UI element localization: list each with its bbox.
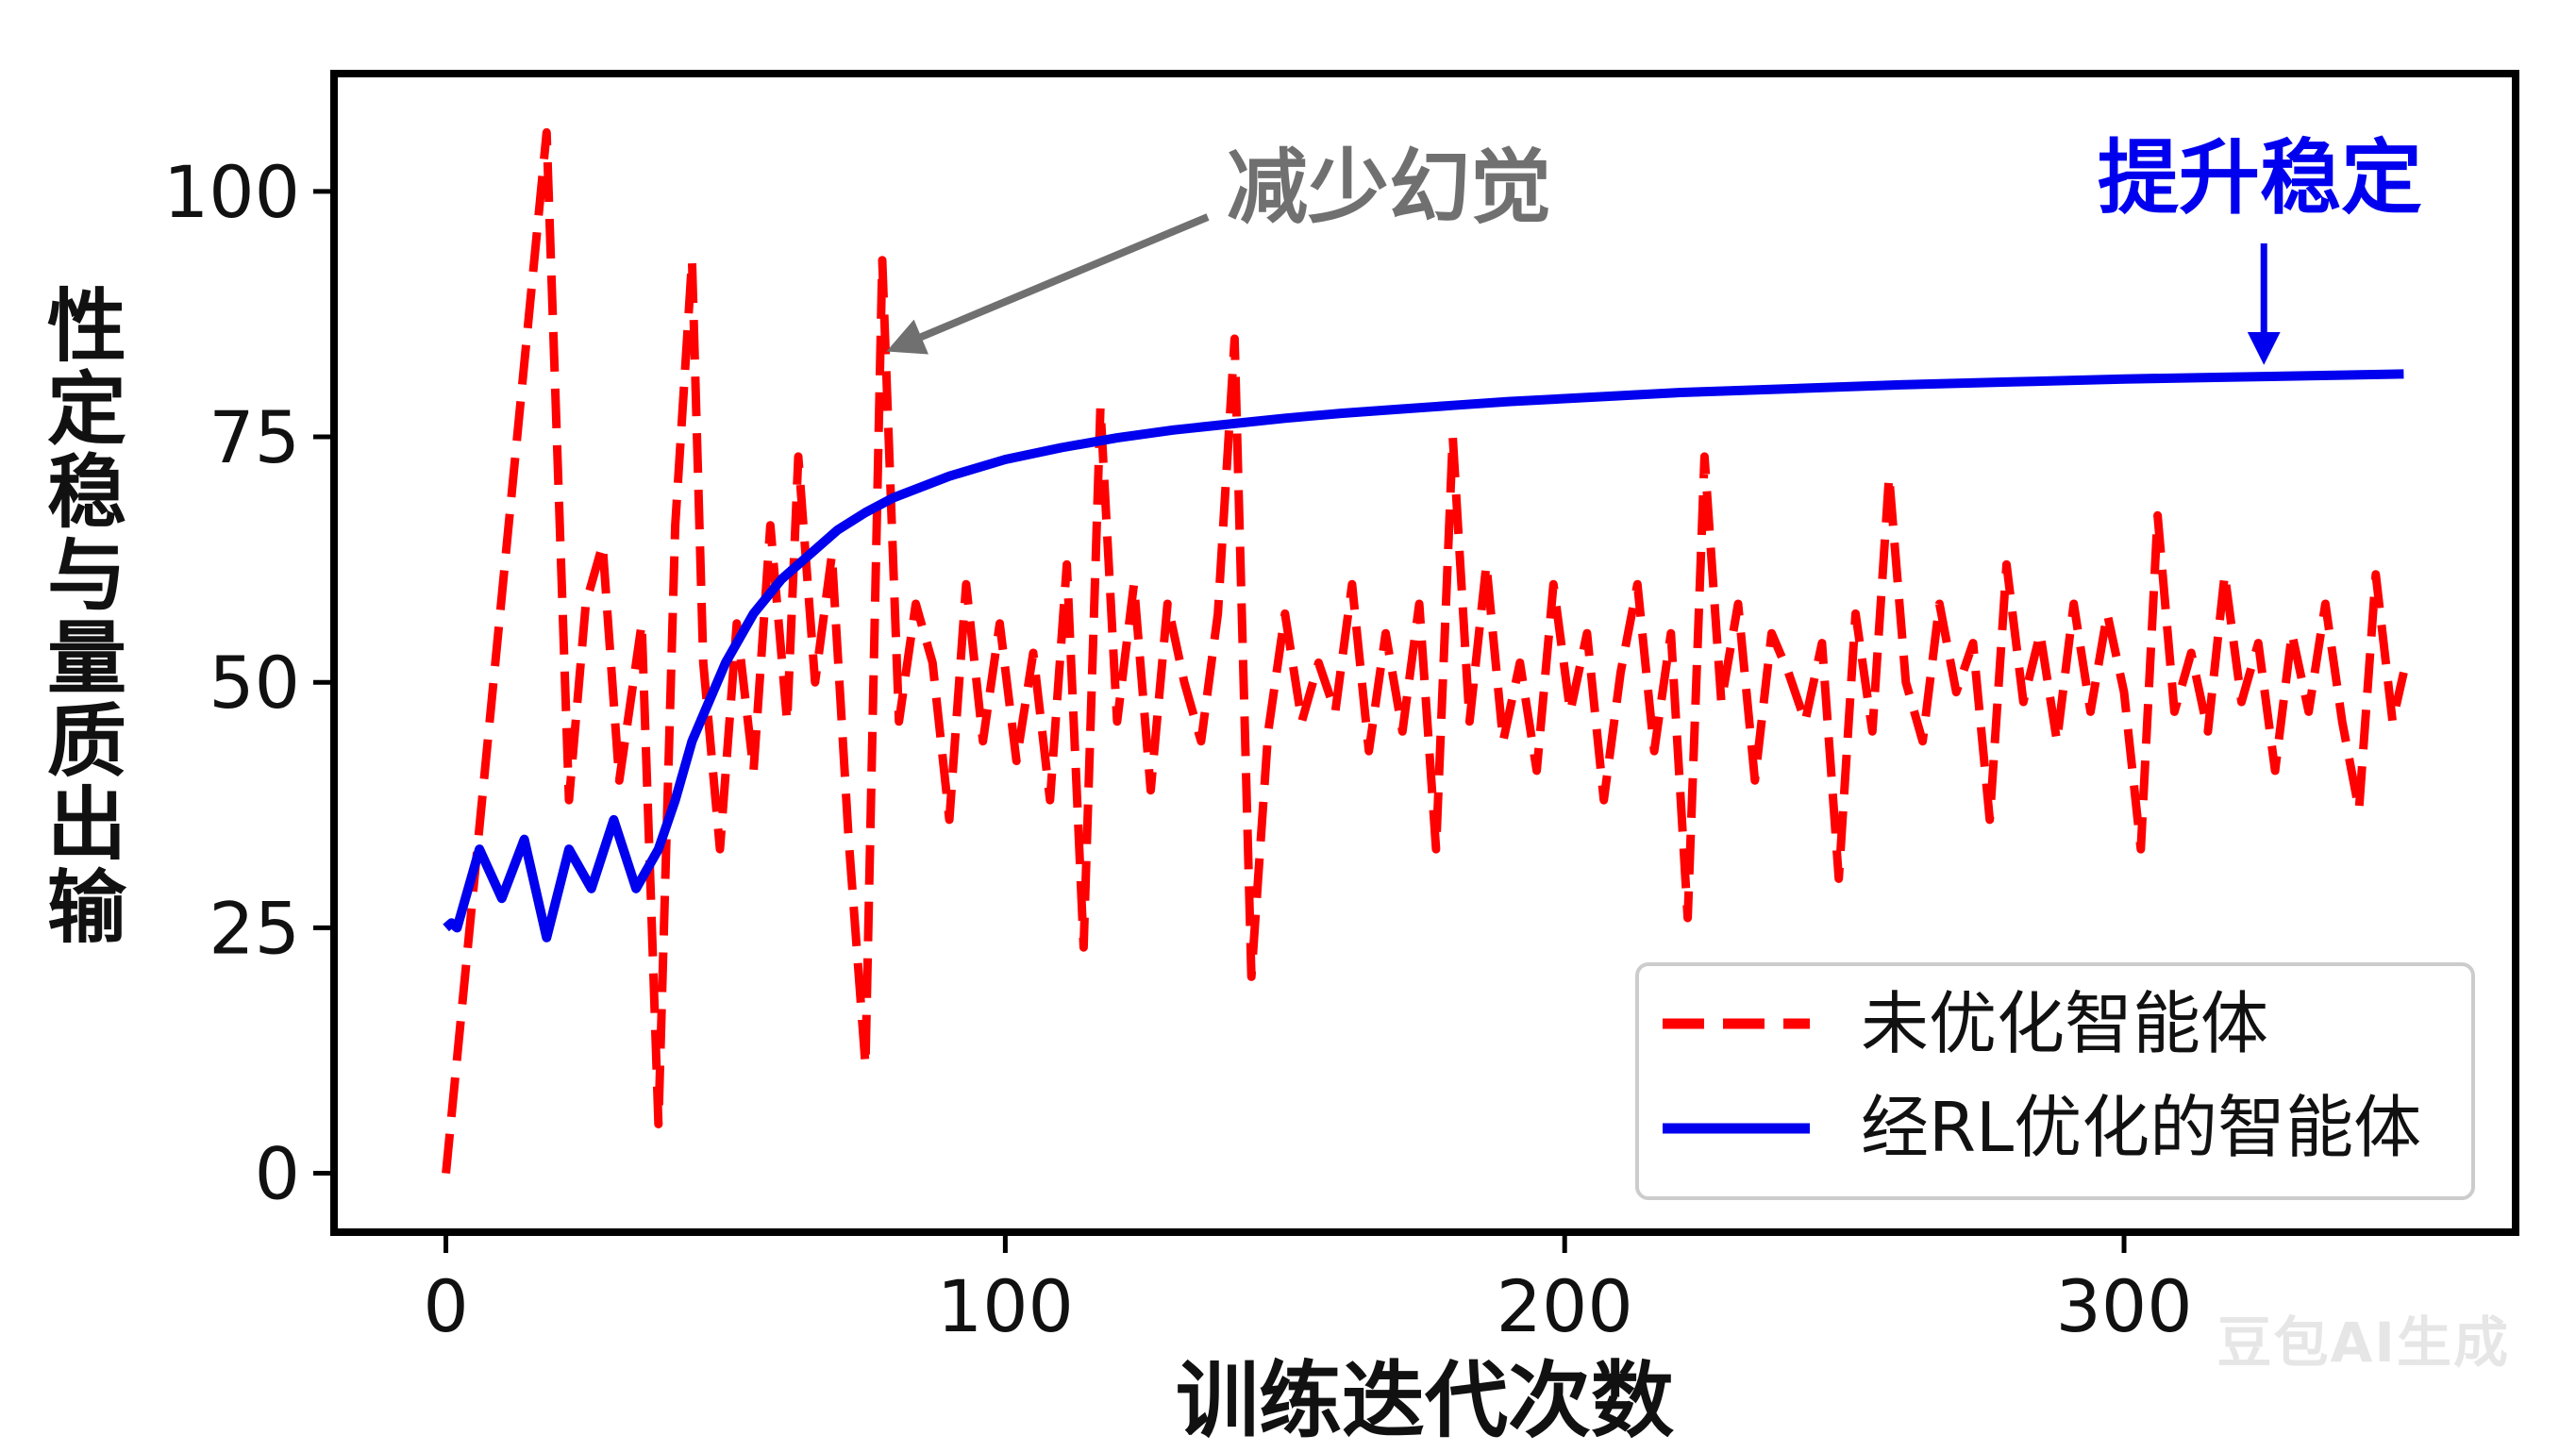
series-layer	[442, 127, 2408, 1175]
plot-frame	[330, 70, 2519, 1236]
watermark: 豆包AI生成	[2216, 1310, 2510, 1375]
annotation-arrow-gray	[886, 213, 1210, 355]
y-axis-label-char: 质	[47, 695, 126, 788]
legend-box	[1635, 962, 2475, 1200]
y-tick-label: 50	[209, 641, 300, 725]
x-tick-label: 200	[1497, 1264, 1633, 1348]
y-axis-label-char: 性	[47, 280, 126, 373]
y-tick-label: 100	[163, 150, 300, 234]
annotation-reduce-hallucination: 减少幻觉	[1227, 141, 1551, 235]
y-tick-label: 25	[209, 886, 300, 970]
y-axis-label-char: 与	[47, 529, 126, 622]
annotation-layer: 减少幻觉 提升稳定	[886, 131, 2422, 365]
y-tick-label: 0	[255, 1132, 300, 1216]
y-axis-label-char: 出	[47, 778, 126, 871]
legend: 未优化智能体 经RL优化的智能体	[1635, 962, 2475, 1200]
annotation-improve-stability: 提升稳定	[2098, 131, 2422, 225]
legend-label-unoptimized: 未优化智能体	[1861, 984, 2268, 1063]
y-axis-label-char: 稳	[47, 446, 126, 539]
x-tick-label: 300	[2055, 1264, 2192, 1348]
series-line-rl-optimized	[443, 369, 2404, 943]
series-line-unoptimized	[442, 127, 2408, 1175]
y-axis-label-char: 定	[47, 363, 126, 456]
y-tick-label: 75	[209, 395, 300, 479]
x-tick-label: 100	[937, 1264, 1074, 1348]
y-axis-label-char: 量	[47, 612, 126, 705]
y-axis-label-char: 输	[47, 861, 127, 954]
x-axis-label: 训练迭代次数	[1176, 1352, 1674, 1448]
x-tick-label: 0	[423, 1264, 468, 1348]
ticks-layer: 0 100 200 300 0 25 50 75 100	[163, 150, 2193, 1348]
legend-label-rl: 经RL优化的智能体	[1861, 1088, 2421, 1167]
